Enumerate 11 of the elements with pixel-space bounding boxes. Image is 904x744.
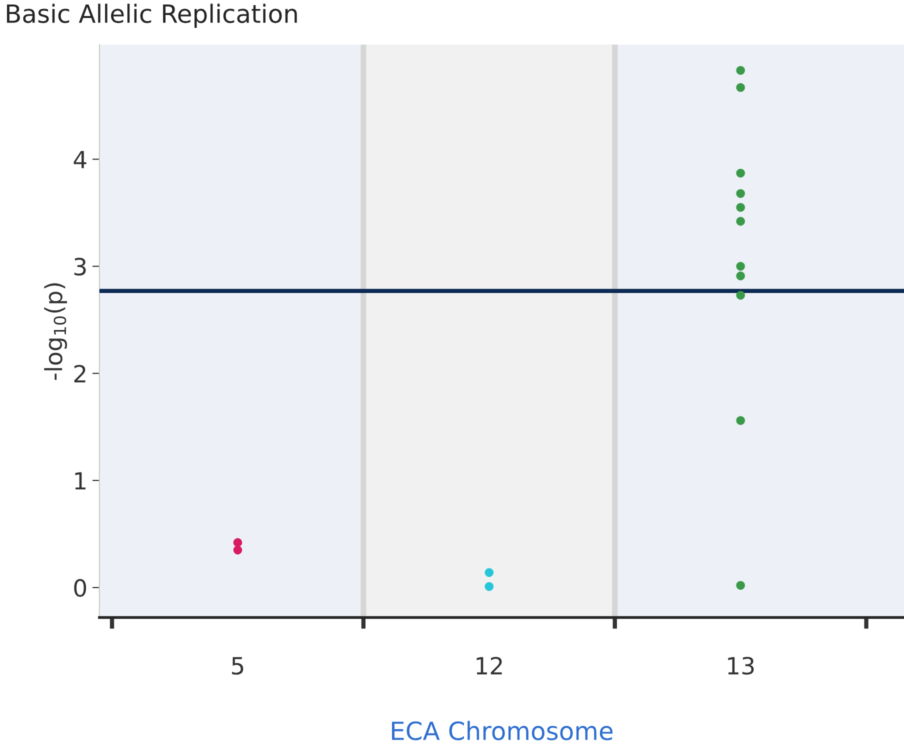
y-tick-label: 2 <box>74 364 86 382</box>
x-tick-label: 12 <box>476 656 502 674</box>
chart-title: Basic Allelic Replication <box>6 4 297 28</box>
y-tick-label: 1 <box>75 472 86 490</box>
y-tick-label: 0 <box>74 578 86 597</box>
y-axis-title: -log$_{10}$(p) <box>44 283 68 380</box>
x-tick-label: 5 <box>232 657 244 675</box>
x-axis-title: ECA Chromosome <box>392 720 613 740</box>
y-tick-label: 4 <box>74 150 86 168</box>
x-tick-label: 13 <box>728 656 754 675</box>
y-tick-label: 3 <box>74 258 86 276</box>
